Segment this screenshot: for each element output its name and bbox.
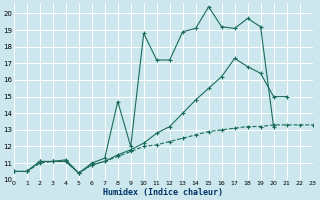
X-axis label: Humidex (Indice chaleur): Humidex (Indice chaleur) — [103, 188, 223, 197]
